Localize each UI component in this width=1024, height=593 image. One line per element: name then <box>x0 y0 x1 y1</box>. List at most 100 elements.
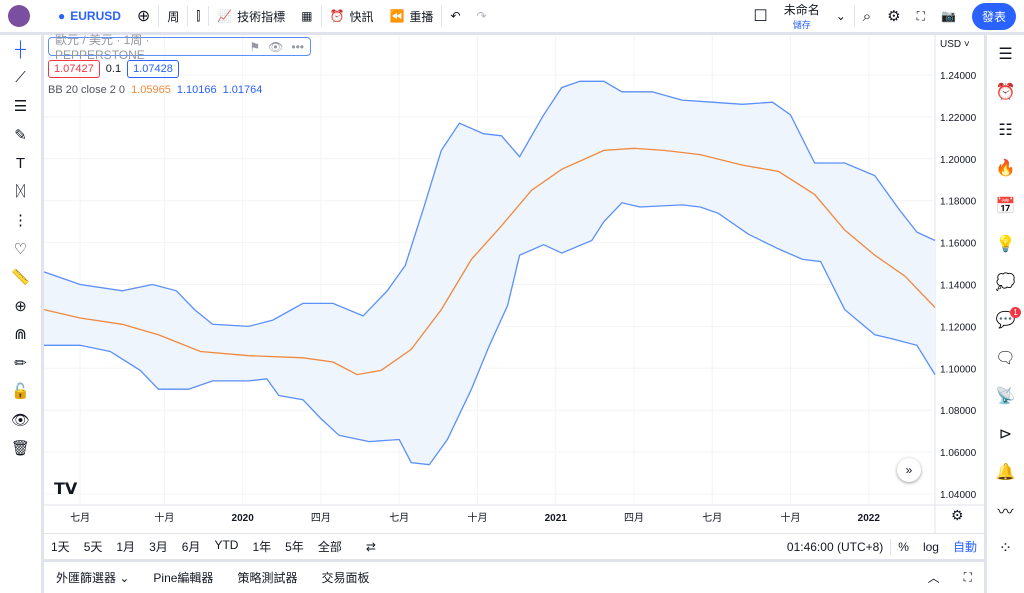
x-tick-label: 2021 <box>545 513 568 524</box>
bb-mid: 1.05965 <box>131 84 171 96</box>
x-tick-label: 七月 <box>70 512 90 524</box>
plus-circle-icon: ⊕ <box>136 8 151 25</box>
ruler-icon[interactable]: 📏 <box>11 269 30 287</box>
square-icon: ☐ <box>753 8 768 25</box>
zoom-in-icon[interactable]: ⊕ <box>14 297 27 315</box>
range-button[interactable]: 6月 <box>181 540 201 554</box>
buy-price[interactable]: 1.07428 <box>127 60 179 78</box>
messages-icon[interactable]: 🗨 <box>995 350 1016 367</box>
layout-name[interactable]: 未命名 儲存 <box>783 3 820 30</box>
search-icon[interactable]: ⌕ <box>862 7 872 25</box>
streams-icon[interactable]: 📡 <box>995 388 1016 405</box>
eye-icon[interactable]: 👁 <box>10 411 31 429</box>
redo-button[interactable]: ↷ <box>469 0 495 32</box>
auto-toggle[interactable]: 自動 <box>952 540 977 554</box>
chat-icon[interactable]: 💭 <box>995 274 1016 291</box>
fullscreen-icon[interactable]: ⛶ <box>916 8 926 23</box>
range-button[interactable]: 1月 <box>116 540 136 554</box>
y-tick-label: 1.14000 <box>940 281 977 292</box>
compare-button[interactable]: ⊕ <box>129 0 158 32</box>
indicators-button[interactable]: 📈 技術指標 <box>217 9 286 24</box>
more-icon[interactable]: ••• <box>291 39 304 54</box>
range-bar: 1天 5天 1月 3月 6月 YTD 1年 5年 全部 ⇄ 01:46:00 (UTC+8) %… <box>44 533 984 559</box>
tab-trading-panel[interactable]: 交易面板 <box>321 571 370 585</box>
range-button[interactable]: 全部 <box>317 540 342 554</box>
grid-icon: ▦ <box>301 9 313 23</box>
brush-icon[interactable]: ✎ <box>14 126 27 144</box>
camera-icon[interactable]: 📷 <box>941 9 956 23</box>
percent-toggle[interactable]: % <box>898 539 909 554</box>
lock-drawing-icon[interactable]: ✏ <box>14 354 27 372</box>
trash-icon[interactable]: 🗑 <box>10 440 31 458</box>
alarm-icon: ⏰ <box>329 9 345 23</box>
bb-lower-line <box>44 202 936 466</box>
indicators-icon: 📈 <box>217 9 233 23</box>
bell-icon[interactable]: 🔔 <box>995 464 1016 481</box>
bb-lower: 1.01764 <box>222 84 263 96</box>
time-zone[interactable]: 01:46:00 (UTC+8) <box>786 539 884 554</box>
y-tick-label: 1.22000 <box>940 113 977 124</box>
hide-icon[interactable]: 👁 <box>268 39 284 54</box>
undo-button[interactable]: ↶ <box>442 0 468 32</box>
range-button[interactable]: 5天 <box>83 540 103 554</box>
play-icon[interactable]: ⊳ <box>998 426 1013 443</box>
forecast-icon[interactable]: ⋮ <box>13 212 28 230</box>
templates-button[interactable]: ▦ <box>293 0 320 32</box>
currency-selector[interactable]: USD ˅ <box>940 39 970 50</box>
replay-button[interactable]: ⏪ 重播 <box>389 9 434 24</box>
date-range-icon[interactable]: ⇄ <box>365 539 376 554</box>
flag-icon: ● <box>58 9 66 23</box>
range-button[interactable]: 3月 <box>149 540 168 554</box>
log-toggle[interactable]: log <box>922 539 939 554</box>
tradingview-logo: 𝗧𝗩 <box>54 481 78 498</box>
bb-label[interactable]: BB 20 close 2 0 <box>48 84 126 96</box>
hotlist-icon[interactable]: 🔥 <box>995 160 1016 177</box>
pattern-icon[interactable]: ᛞ <box>15 183 25 201</box>
gear-icon[interactable]: ⚙ <box>887 8 901 25</box>
range-button[interactable]: 1年 <box>252 540 272 554</box>
alert-button[interactable]: ⏰ 快訊 <box>329 9 374 24</box>
notifications-icon[interactable]: 💬 1 <box>987 301 1024 339</box>
layout-button[interactable]: ☐ <box>745 0 775 32</box>
data-window-icon[interactable]: ☷ <box>998 122 1013 139</box>
range-button[interactable]: YTD <box>214 538 239 552</box>
crosshair-icon[interactable]: ┼ <box>15 40 26 58</box>
bb-upper: 1.10166 <box>176 84 217 96</box>
x-tick-label: 2022 <box>858 513 881 524</box>
magnet-icon[interactable]: ⋒ <box>14 326 27 344</box>
apps-icon[interactable]: ⁘ <box>998 540 1013 557</box>
fib-icon[interactable]: ☰ <box>13 98 28 116</box>
tab-forex-screener[interactable]: 外匯篩選器 ⌄ <box>56 571 130 585</box>
x-tick-label: 四月 <box>311 512 331 524</box>
scroll-to-realtime-button[interactable]: » <box>897 458 921 482</box>
tab-pine-editor[interactable]: Pine編輯器 <box>153 571 214 585</box>
maximize-icon[interactable]: ⛶ <box>963 570 972 584</box>
range-button[interactable]: 5年 <box>285 540 304 554</box>
lock-icon[interactable]: 🔓 <box>11 383 30 401</box>
avatar[interactable] <box>0 0 38 32</box>
chart-svg[interactable]: 1.24000 1.22000 1.20000 1.18000 1.16000 1.140… <box>44 35 984 533</box>
chart-type-button[interactable]: ⫿ <box>188 0 208 32</box>
alarm-icon[interactable]: ⏰ <box>995 84 1016 101</box>
x-tick-label: 十月 <box>154 511 174 524</box>
symbol-legend[interactable]: 歐元 / 美元 · 1周 · PEPPERSTONE ⚑ 👁 ••• <box>48 33 311 62</box>
x-tick-label: 2020 <box>232 513 255 524</box>
chart-icon[interactable]: 〰 <box>997 504 1014 521</box>
sell-price[interactable]: 1.07427 <box>48 60 100 78</box>
trend-line-icon[interactable]: ⟋ <box>15 69 26 87</box>
flag-icon[interactable]: ⚑ <box>249 39 261 54</box>
range-button[interactable]: 1天 <box>51 540 70 554</box>
chart-pane[interactable]: 1.24000 1.22000 1.20000 1.18000 1.16000 1.140… <box>44 33 984 559</box>
layout-menu-chevron-icon[interactable]: ⌄ <box>835 9 846 23</box>
collapse-icon[interactable]: ︿ <box>927 571 940 585</box>
tab-strategy-tester[interactable]: 策略測試器 <box>237 571 298 585</box>
calendar-icon[interactable]: 📅 <box>995 198 1016 215</box>
publish-button[interactable]: 發表 <box>971 2 1016 30</box>
symbol-search[interactable]: ● EURUSD <box>58 9 121 23</box>
watchlist-icon[interactable]: ☰ <box>998 46 1013 63</box>
axis-settings-icon[interactable]: ⚙ <box>951 507 964 523</box>
interval-button[interactable]: 周 <box>167 9 180 24</box>
text-icon[interactable]: T <box>15 154 26 172</box>
ideas-icon[interactable]: 💡 <box>995 236 1016 253</box>
heart-icon[interactable]: ♡ <box>13 240 28 258</box>
